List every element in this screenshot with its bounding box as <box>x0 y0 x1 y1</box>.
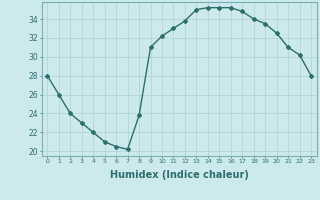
X-axis label: Humidex (Indice chaleur): Humidex (Indice chaleur) <box>110 170 249 180</box>
